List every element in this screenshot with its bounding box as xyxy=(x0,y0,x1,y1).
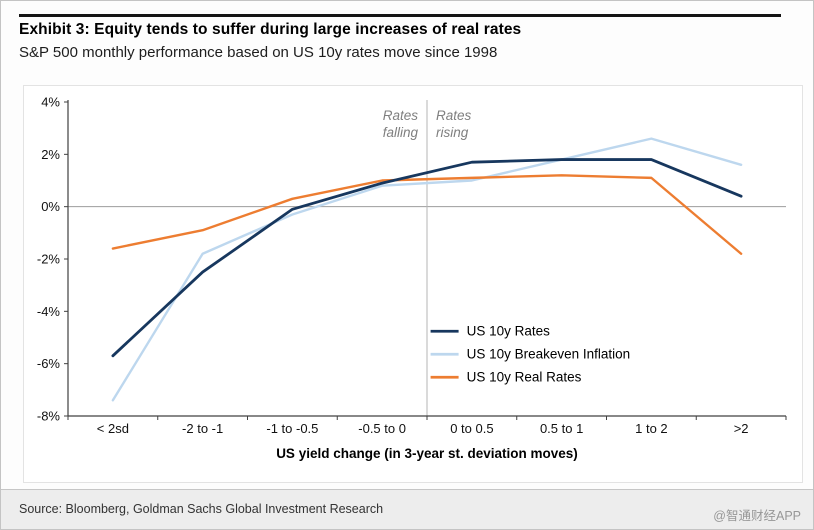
y-tick-label: -6% xyxy=(37,356,61,371)
footer-bar: Source: Bloomberg, Goldman Sachs Global … xyxy=(1,489,813,529)
legend-label-us-10y-rates: US 10y Rates xyxy=(467,324,551,339)
exhibit-subtitle: S&P 500 monthly performance based on US … xyxy=(19,44,498,61)
legend-label-us-10y-real-rates: US 10y Real Rates xyxy=(467,370,582,385)
y-tick-label: 2% xyxy=(41,147,60,162)
title-rule xyxy=(19,14,781,17)
annotation-rates-falling: Rates xyxy=(383,108,419,123)
x-tick-label: -1 to -0.5 xyxy=(266,421,318,436)
y-tick-label: -4% xyxy=(37,304,61,319)
y-tick-label: -2% xyxy=(37,252,61,267)
annotation-rates-rising: Rates xyxy=(436,108,472,123)
series-line-us-10y-real-rates xyxy=(111,174,743,255)
y-tick-label: 4% xyxy=(41,95,60,110)
legend-label-us-10y-breakeven-inflation: US 10y Breakeven Inflation xyxy=(467,347,631,362)
x-tick-label: -2 to -1 xyxy=(182,421,223,436)
x-tick-label: -0.5 to 0 xyxy=(358,421,406,436)
exhibit-title: Exhibit 3: Equity tends to suffer during… xyxy=(19,21,522,38)
performance-line-chart: Rates falling Rates rising 4% 2% 0% -2% -4% -6% -8… xyxy=(37,95,787,461)
y-tick-label: 0% xyxy=(41,199,60,214)
x-tick-label: 0 to 0.5 xyxy=(450,421,493,436)
annotation-rates-falling: falling xyxy=(383,125,419,140)
source-note: Source: Bloomberg, Goldman Sachs Global … xyxy=(19,502,384,516)
watermark: @智通财经APP xyxy=(713,509,801,523)
x-axis-title: US yield change (in 3-year st. deviation… xyxy=(276,446,578,461)
series-line-us-10y-rates xyxy=(111,158,743,358)
y-tick-label: -8% xyxy=(37,409,61,424)
chart-area: Rates falling Rates rising 4% 2% 0% -2% -4% -6% -8… xyxy=(23,85,803,483)
series-line-us-10y-breakeven-inflation xyxy=(111,137,743,402)
x-tick-label: 1 to 2 xyxy=(635,421,668,436)
x-tick-label: < 2sd xyxy=(97,421,129,436)
x-tick-label: 0.5 to 1 xyxy=(540,421,583,436)
x-tick-label: >2 xyxy=(734,421,749,436)
annotation-rates-rising: rising xyxy=(436,125,469,140)
